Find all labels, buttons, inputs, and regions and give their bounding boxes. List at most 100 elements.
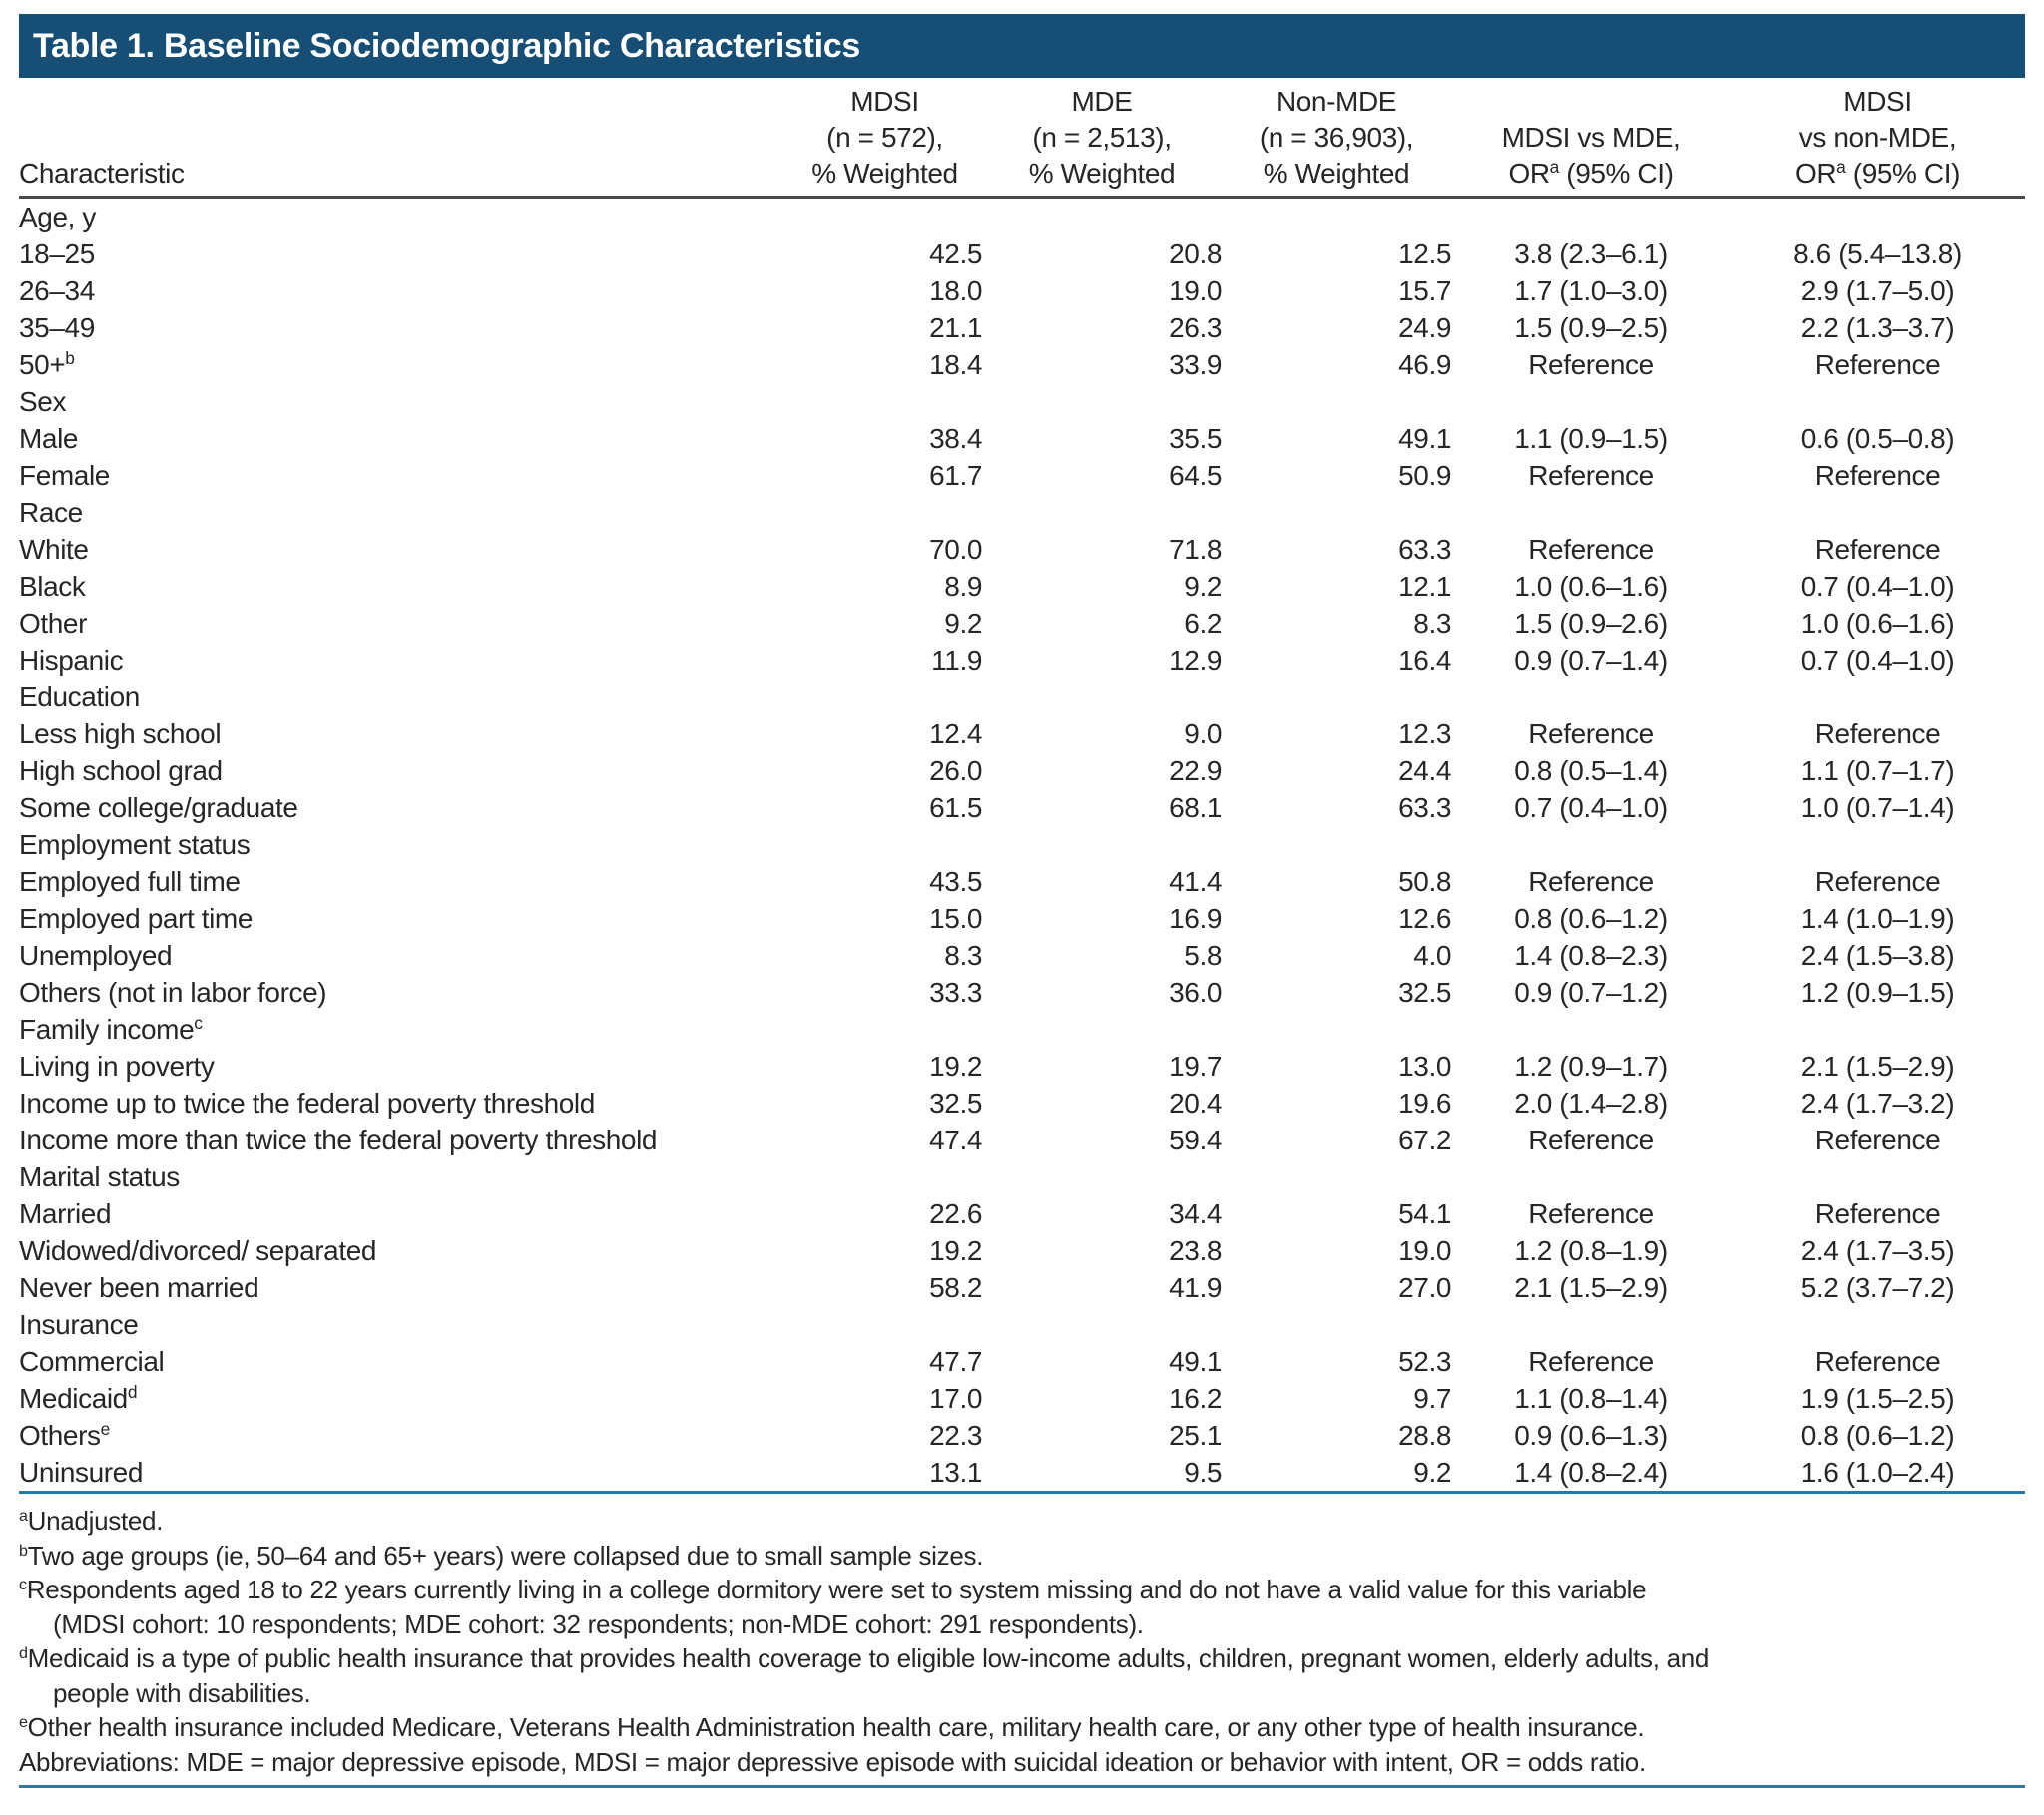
- footnote-d: people with disabilities.: [53, 1677, 311, 1708]
- weighted-percent-cell: 63.3: [1398, 534, 1451, 565]
- weighted-percent-cell: 54.1: [1398, 1198, 1451, 1229]
- section-row: Education: [19, 679, 2025, 715]
- odds-ratio-cell: 2.4 (1.5–3.8): [1800, 940, 1955, 971]
- odds-ratio-cell: Reference: [1528, 1198, 1654, 1229]
- empty-cell: [1451, 1158, 1731, 1195]
- odds-ratio-cell: 0.8 (0.6–1.2): [1514, 903, 1668, 934]
- weighted-percent-cell: 9.0: [1184, 718, 1222, 749]
- odds-ratio-cell: 2.1 (1.5–2.9): [1514, 1272, 1668, 1303]
- row-label: Uninsured: [19, 1457, 144, 1488]
- odds-ratio-cell: 1.2 (0.8–1.9): [1514, 1235, 1668, 1266]
- row-label: Commercial: [19, 1346, 165, 1377]
- table-row: Less high school 12.4 9.0 12.3 Reference Refe…: [19, 715, 2025, 752]
- weighted-percent-cell: 13.0: [1398, 1051, 1451, 1082]
- odds-ratio-cell: Reference: [1814, 1346, 1941, 1377]
- table-row: High school grad 26.0 22.9 24.4 0.8 (0.5–1.4…: [19, 752, 2025, 789]
- weighted-percent-cell: 22.6: [929, 1198, 982, 1229]
- odds-ratio-cell: 1.5 (0.9–2.5): [1514, 312, 1668, 343]
- odds-ratio-cell: 2.2 (1.3–3.7): [1800, 312, 1955, 343]
- footnote-c: cRespondents aged 18 to 22 years current…: [19, 1575, 1647, 1604]
- row-label: Income more than twice the federal pover…: [19, 1125, 658, 1155]
- weighted-percent-cell: 8.3: [944, 940, 982, 971]
- weighted-percent-cell: 19.0: [1169, 275, 1222, 306]
- section-label: Marital status: [19, 1161, 180, 1192]
- table-row: Commercial 47.7 49.1 52.3 Reference Reference: [19, 1343, 2025, 1380]
- empty-cell: [1222, 1011, 1451, 1048]
- empty-cell: [787, 826, 982, 863]
- empty-cell: [787, 1306, 982, 1343]
- odds-ratio-cell: 1.0 (0.6–1.6): [1800, 608, 1955, 639]
- odds-ratio-cell: 1.9 (1.5–2.5): [1800, 1383, 1955, 1414]
- weighted-percent-cell: 12.9: [1169, 645, 1222, 676]
- superscript-marker: d: [127, 1382, 138, 1403]
- weighted-percent-cell: 38.4: [929, 423, 982, 454]
- empty-cell: [1731, 1306, 2025, 1343]
- row-label: 26–34: [19, 275, 95, 306]
- footnote-e: eOther health insurance included Medicar…: [19, 1712, 1645, 1742]
- weighted-percent-cell: 41.4: [1169, 866, 1222, 897]
- empty-cell: [1451, 1011, 1731, 1048]
- odds-ratio-cell: 2.0 (1.4–2.8): [1514, 1088, 1668, 1119]
- section-row: Sex: [19, 383, 2025, 420]
- table-row: Employed part time 15.0 16.9 12.6 0.8 (0.6–1…: [19, 900, 2025, 937]
- empty-cell: [1222, 494, 1451, 531]
- table-title-bar: Table 1. Baseline Sociodemographic Chara…: [19, 14, 2025, 78]
- column-header-mde: MDE (n = 2,513),% Weighted: [982, 84, 1222, 199]
- odds-ratio-cell: 0.9 (0.7–1.2): [1514, 977, 1668, 1008]
- table-row: 35–49 21.1 26.3 24.9 1.5 (0.9–2.5) 2.2 (1.3–3…: [19, 309, 2025, 346]
- empty-cell: [1731, 679, 2025, 715]
- empty-cell: [787, 494, 982, 531]
- odds-ratio-cell: Reference: [1814, 866, 1941, 897]
- table-row: Other 9.2 6.2 8.3 1.5 (0.9–2.6) 1.0 (0.6–1.6): [19, 605, 2025, 642]
- empty-cell: [982, 383, 1222, 420]
- column-header-characteristic: Characteristic: [19, 84, 787, 199]
- empty-cell: [982, 1306, 1222, 1343]
- weighted-percent-cell: 12.4: [929, 718, 982, 749]
- odds-ratio-cell: 1.7 (1.0–3.0): [1514, 275, 1668, 306]
- weighted-percent-cell: 43.5: [929, 866, 982, 897]
- row-label: Some college/graduate: [19, 792, 298, 823]
- row-label: Living in poverty: [19, 1051, 215, 1082]
- weighted-percent-cell: 16.4: [1398, 645, 1451, 676]
- table-row: Employed full time 43.5 41.4 50.8 Reference R…: [19, 863, 2025, 900]
- odds-ratio-cell: 3.8 (2.3–6.1): [1514, 238, 1668, 269]
- odds-ratio-cell: 2.4 (1.7–3.5): [1800, 1235, 1955, 1266]
- weighted-percent-cell: 18.0: [929, 275, 982, 306]
- odds-ratio-cell: 2.4 (1.7–3.2): [1800, 1088, 1955, 1119]
- abbreviations-note: Abbreviations: MDE = major depressive ep…: [19, 1746, 1646, 1777]
- weighted-percent-cell: 25.1: [1169, 1420, 1222, 1451]
- odds-ratio-cell: 0.9 (0.6–1.3): [1514, 1420, 1668, 1451]
- weighted-percent-cell: 34.4: [1169, 1198, 1222, 1229]
- weighted-percent-cell: 33.9: [1169, 349, 1222, 380]
- weighted-percent-cell: 61.5: [929, 792, 982, 823]
- weighted-percent-cell: 42.5: [929, 238, 982, 269]
- empty-cell: [982, 494, 1222, 531]
- superscript-marker: a: [1549, 157, 1560, 178]
- odds-ratio-cell: 1.6 (1.0–2.4): [1800, 1457, 1955, 1488]
- empty-cell: [1451, 198, 1731, 236]
- section-row: Marital status: [19, 1158, 2025, 1195]
- column-header-mdsi: MDSI (n = 572),% Weighted: [787, 84, 982, 199]
- table-row: Medicaidd 17.0 16.2 9.7 1.1 (0.8–1.4) 1.9 (1.…: [19, 1380, 2025, 1417]
- empty-cell: [1731, 198, 2025, 236]
- row-label: Otherse: [19, 1419, 111, 1451]
- table-row: Otherse 22.3 25.1 28.8 0.9 (0.6–1.3) 0.8 (0.6…: [19, 1417, 2025, 1454]
- row-label: Never been married: [19, 1272, 259, 1303]
- odds-ratio-cell: 0.8 (0.5–1.4): [1514, 755, 1668, 786]
- empty-cell: [982, 1158, 1222, 1195]
- weighted-percent-cell: 19.7: [1169, 1051, 1222, 1082]
- superscript-marker: e: [100, 1419, 111, 1440]
- odds-ratio-cell: 5.2 (3.7–7.2): [1800, 1272, 1955, 1303]
- odds-ratio-cell: Reference: [1814, 1198, 1941, 1229]
- table-title: Table 1. Baseline Sociodemographic Chara…: [33, 26, 861, 65]
- weighted-percent-cell: 8.9: [944, 571, 982, 602]
- odds-ratio-cell: 1.4 (1.0–1.9): [1800, 903, 1955, 934]
- empty-cell: [1451, 1306, 1731, 1343]
- weighted-percent-cell: 61.7: [929, 460, 982, 491]
- bottom-rule: [19, 1785, 2025, 1788]
- empty-cell: [1451, 679, 1731, 715]
- weighted-percent-cell: 15.0: [929, 903, 982, 934]
- weighted-percent-cell: 19.2: [929, 1051, 982, 1082]
- section-row: Insurance: [19, 1306, 2025, 1343]
- odds-ratio-cell: Reference: [1528, 534, 1654, 565]
